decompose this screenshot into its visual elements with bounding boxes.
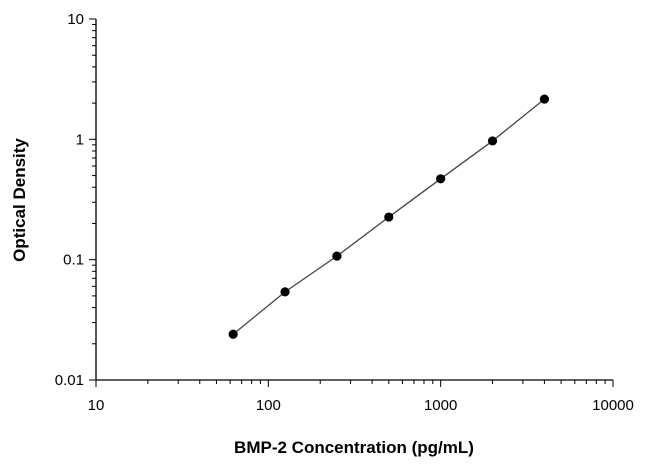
data-point: [280, 287, 290, 297]
y-tick-label: 0.1: [63, 252, 84, 269]
data-point: [228, 329, 238, 339]
x-tick-label: 10: [88, 397, 105, 414]
y-tick-label: 0.01: [55, 372, 84, 389]
x-tick-label: 100: [256, 397, 281, 414]
data-point: [384, 212, 394, 222]
marks: [228, 94, 550, 339]
data-point: [539, 94, 550, 104]
data-point: [332, 251, 342, 261]
y-tick-label: 10: [67, 11, 84, 28]
x-axis-label: BMP-2 Concentration (pg/mL): [234, 438, 474, 457]
x-tick-label: 1000: [424, 397, 457, 414]
axes: 10 100 1000 10000 0.01 0.1 1 10: [55, 11, 634, 414]
y-axis-label: Optical Density: [10, 138, 29, 262]
data-point: [436, 174, 446, 184]
data-point: [487, 136, 498, 146]
x-tick-label: 10000: [592, 397, 634, 414]
y-tick-label: 1: [76, 131, 84, 148]
